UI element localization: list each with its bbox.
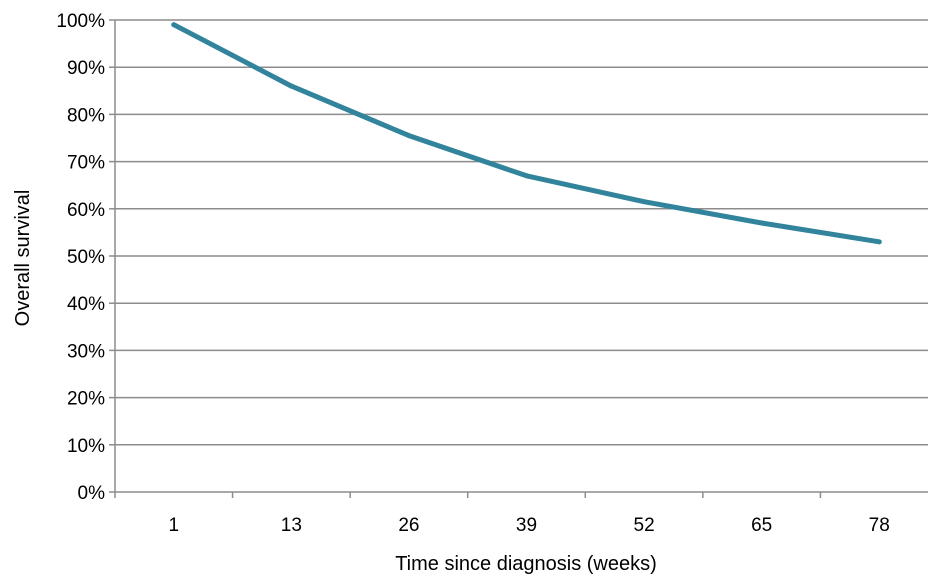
y-tick-label: 80%: [67, 105, 105, 126]
data-point: [406, 133, 412, 139]
y-tick-label: 20%: [67, 389, 105, 410]
y-tick-label: 30%: [67, 341, 105, 362]
data-point: [524, 173, 529, 179]
y-axis-title: Overall survival: [12, 190, 34, 327]
axes: [109, 19, 928, 498]
y-tick-label: 90%: [67, 58, 105, 79]
y-tick-label: 10%: [67, 436, 105, 457]
x-tick-label: 39: [516, 515, 537, 536]
x-axis-title: Time since diagnosis (weeks): [395, 553, 657, 575]
y-tick-labels: 0% 10% 20% 30% 40% 50% 60% 70% 80% 90% 100%: [56, 11, 105, 504]
x-tick-label: 52: [634, 515, 655, 536]
y-tick-label: 0%: [78, 483, 106, 504]
y-tick-label: 50%: [67, 247, 105, 268]
x-tick-label: 26: [398, 515, 419, 536]
y-tick-label: 40%: [67, 294, 105, 315]
gridlines: [115, 19, 928, 446]
y-tick-label: 100%: [56, 11, 105, 32]
x-tick-labels: 1 13 26 39 52 65 78: [168, 515, 889, 536]
series-layer: [171, 22, 882, 245]
data-point: [171, 22, 177, 28]
data-point: [641, 199, 647, 205]
data-point: [759, 220, 765, 226]
y-tick-label: 70%: [67, 153, 105, 174]
x-tick-label: 13: [281, 515, 302, 536]
x-tick-label: 1: [168, 515, 179, 536]
x-tick-label: 65: [751, 515, 772, 536]
data-point: [876, 239, 882, 245]
y-tick-label: 60%: [67, 200, 105, 221]
x-tick-label: 78: [869, 515, 890, 536]
data-point: [288, 83, 294, 89]
